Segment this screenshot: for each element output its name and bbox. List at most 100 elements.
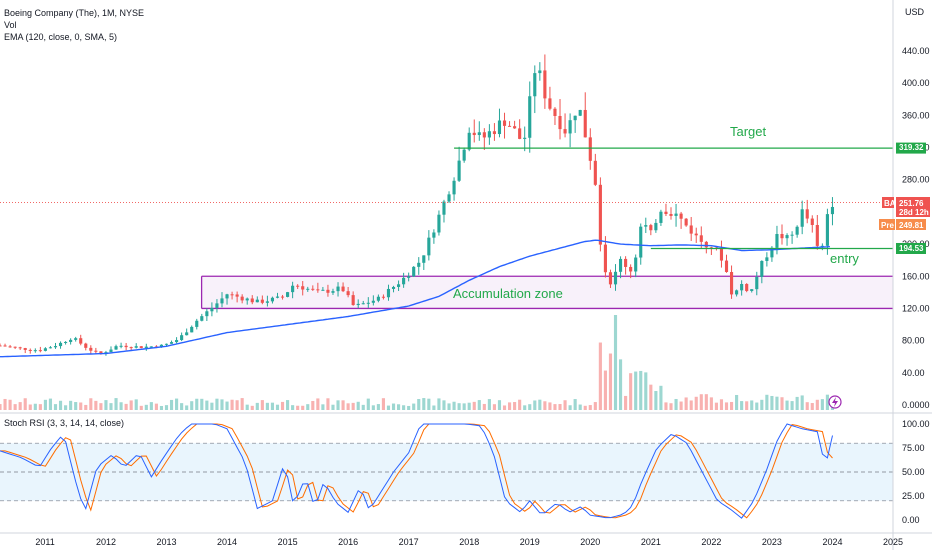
volume-bar — [144, 404, 148, 410]
candle-body — [533, 73, 537, 97]
volume-bar — [280, 401, 285, 410]
candle-body — [149, 346, 153, 348]
candle-body — [397, 284, 401, 287]
candle-body — [447, 194, 451, 202]
candle-body — [361, 303, 365, 305]
volume-bar — [502, 405, 507, 410]
volume-bar — [79, 402, 83, 410]
volume-bar — [69, 400, 73, 410]
volume-bar — [553, 404, 557, 410]
candle-body — [674, 213, 678, 216]
candle-body — [624, 258, 628, 267]
candle-body — [326, 289, 330, 293]
candle-body — [69, 339, 73, 342]
volume-bar — [745, 401, 749, 410]
time-tick-label: 2018 — [459, 537, 479, 547]
volume-bar — [94, 400, 98, 410]
volume-bar — [497, 400, 502, 410]
candle-body — [618, 258, 623, 272]
volume-bar — [331, 404, 335, 410]
volume-bar — [265, 402, 269, 410]
volume-bar — [33, 403, 37, 410]
volume-bar — [376, 404, 380, 410]
candle-body — [417, 262, 421, 267]
candle-body — [240, 296, 244, 301]
volume-bar — [694, 396, 698, 410]
candle-body — [679, 213, 683, 219]
candle-body — [684, 218, 688, 226]
candle-body — [376, 296, 380, 301]
volume-bar — [371, 405, 375, 410]
volume-bar — [724, 402, 729, 410]
volume-bar — [568, 405, 572, 410]
volume-bar — [28, 404, 32, 410]
candle-body — [195, 320, 199, 327]
candle-body — [124, 345, 128, 348]
candle-body — [613, 271, 618, 285]
volume-bar — [139, 405, 143, 410]
candle-body — [629, 266, 633, 272]
volume-bar — [245, 404, 249, 410]
volume-bar — [230, 399, 234, 410]
stoch-d-line — [0, 423, 833, 519]
target-price-badge: 319.32 — [896, 142, 926, 154]
candle-body — [18, 347, 22, 349]
stoch-rsi-pane: 100.00 75.00 50.00 25.00 0.00 — [0, 419, 930, 525]
candle-body — [200, 316, 204, 321]
candle-body — [275, 296, 280, 298]
candle-body — [462, 149, 466, 161]
svg-text:28d 12h: 28d 12h — [899, 208, 929, 217]
volume-bar — [775, 396, 779, 410]
candle-body — [175, 340, 179, 343]
volume-bar — [412, 403, 416, 410]
candle-body — [134, 346, 138, 348]
candle-body — [432, 232, 436, 238]
candle-body — [74, 338, 78, 340]
candle-body — [735, 290, 739, 295]
entry-label: entry — [830, 251, 859, 266]
volume-bar — [765, 394, 769, 410]
candle-body — [245, 298, 249, 301]
candle-body — [805, 209, 809, 219]
volume-bar — [649, 384, 653, 410]
volume-bar — [220, 399, 224, 410]
volume-bar — [674, 398, 678, 410]
volume-bar — [53, 404, 58, 410]
candle-body — [169, 342, 174, 344]
candle-body — [770, 247, 774, 258]
candle-body — [598, 184, 602, 245]
zone-label: Accumulation zone — [453, 286, 563, 301]
volume-bar — [240, 398, 244, 410]
candle-body — [765, 257, 769, 261]
volume-bar — [750, 400, 754, 410]
price-tick-label: 400.00 — [902, 78, 930, 88]
time-tick-label: 2012 — [96, 537, 116, 547]
svg-text:249.81: 249.81 — [899, 221, 924, 230]
volume-bar — [164, 405, 169, 410]
candle-body — [109, 349, 113, 353]
zone-fill — [201, 276, 894, 309]
lightning-icon[interactable] — [828, 395, 842, 409]
candle-body — [815, 224, 819, 246]
candle-body — [270, 297, 275, 302]
volume-bar — [422, 398, 426, 410]
volume-bar — [64, 405, 68, 410]
volume-bar — [402, 405, 406, 410]
candle-body — [639, 226, 643, 258]
volume-bar — [311, 400, 315, 410]
candle-body — [760, 260, 764, 277]
volume-bar — [326, 398, 330, 410]
candle-body — [89, 347, 93, 351]
volume-bar — [487, 399, 491, 410]
candle-body — [578, 109, 582, 116]
volume-bar — [472, 401, 476, 410]
time-tick-label: 2016 — [338, 537, 358, 547]
price-tick-label: 160.00 — [902, 271, 930, 281]
volume-bar — [689, 400, 693, 410]
volume-bar — [578, 404, 582, 410]
volume-bar — [709, 397, 713, 410]
candle-body — [750, 289, 754, 291]
candle-body — [79, 338, 83, 344]
volume-bar — [462, 403, 466, 410]
